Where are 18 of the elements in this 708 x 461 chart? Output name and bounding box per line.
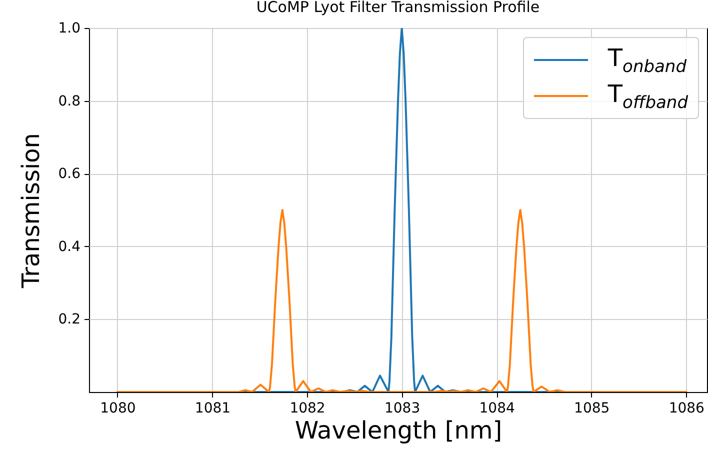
line-series: [116, 209, 688, 392]
y-tick-label: 0.8: [58, 93, 80, 110]
x-tick-label: 1084: [479, 400, 515, 416]
x-tick-label: 1086: [668, 400, 705, 416]
y-axis-title: Transmission: [17, 132, 46, 290]
y-tick-label: 1.0: [58, 20, 80, 36]
x-axis-title: Wavelength [nm]: [294, 416, 502, 444]
x-tick-label: 1080: [100, 400, 136, 416]
y-tick-label: 0.6: [58, 166, 81, 182]
legend-label: T$_{onband}$: [608, 44, 686, 76]
x-tick-label: 1085: [574, 400, 610, 416]
x-tick-label: 1083: [384, 400, 420, 416]
legend-label: T$_{offband}$: [608, 80, 688, 112]
y-tick-label: 0.2: [58, 312, 80, 328]
x-tick-label: 1081: [194, 400, 231, 416]
chart-title: UCoMP Lyot Filter Transmission Profile: [256, 0, 540, 16]
y-tick-label: 0.4: [58, 238, 81, 255]
x-tick-label: 1082: [290, 400, 326, 416]
